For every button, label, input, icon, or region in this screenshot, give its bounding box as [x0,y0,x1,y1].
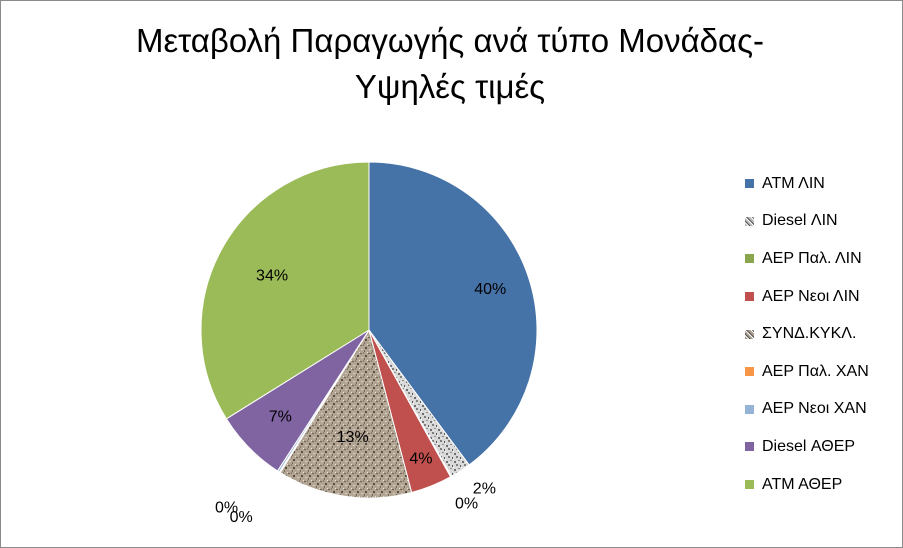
pie-slice-ατμ-λιν [368,161,538,466]
chart-title-line-1: Μεταβολή Παραγωγής ανά τύπο Μονάδας- [135,22,764,59]
legend-item-αερ-παλ-λιν: ΑΕΡ Παλ. ΛΙΝ [745,240,895,278]
legend-swatch [745,179,754,189]
legend-label: ΑΕΡ Παλ. ΛΙΝ [762,249,862,267]
legend-swatch [745,254,754,264]
legend-label: ΑΕΡ Νεοι ΛΙΝ [762,287,860,305]
pie-slice-ατμ-αθερ [200,161,370,420]
legend-swatch [745,442,754,452]
data-label-diesel-λιν: 2% [473,480,496,497]
chart-legend: ΑΤΜ ΛΙΝ Diesel ΛΙΝ ΑΕΡ Παλ. ΛΙΝ ΑΕΡ Νεοι ΛΙ… [745,165,895,503]
legend-swatch [745,292,754,302]
legend-swatch [745,480,754,490]
legend-item-diesel-αθερ: Diesel ΑΘΕΡ [745,428,895,466]
legend-item-αερ-νεοι-λιν: ΑΕΡ Νεοι ΛΙΝ [745,278,895,316]
legend-label: ΑΤΜ ΛΙΝ [762,174,825,192]
data-label-ατμ-αθερ: 34% [256,267,288,284]
legend-item-συνδ-κυκλ: ΣΥΝΔ.ΚΥΚΛ. [745,315,895,353]
chart-title: Μεταβολή Παραγωγής ανά τύπο Μονάδας- Υψη… [40,18,860,110]
data-label-αερ-νεοι-λιν: 4% [409,451,432,468]
legend-item-αερ-νεοι-χαν: ΑΕΡ Νεοι ΧΑΝ [745,391,895,429]
legend-swatch [745,367,754,377]
chart-title-line-2: Υψηλές τιμές [354,68,546,105]
data-label-αερ-παλ-λιν: 0% [455,496,478,513]
legend-swatch [745,404,754,414]
legend-label: ΣΥΝΔ.ΚΥΚΛ. [762,325,857,343]
data-label-ατμ-λιν: 40% [474,281,506,298]
legend-item-ατμ-λιν: ΑΤΜ ΛΙΝ [745,165,895,203]
data-label-diesel-αθερ: 7% [269,408,292,425]
legend-label: Diesel ΛΙΝ [762,212,838,230]
legend-item-diesel-λιν: Diesel ΛΙΝ [745,203,895,241]
legend-item-αερ-παλ-χαν: ΑΕΡ Παλ. ΧΑΝ [745,353,895,391]
data-label-αερ-νεοι-χαν: 0% [215,499,238,516]
legend-label: Diesel ΑΘΕΡ [762,437,856,455]
legend-swatch [745,216,754,226]
legend-item-ατμ-αθερ: ΑΤΜ ΑΘΕΡ [745,466,895,504]
legend-label: ΑΤΜ ΑΘΕΡ [762,475,843,493]
data-label-αερ-παλ-χαν: 0% [230,509,253,526]
data-label-συνδ-κυκλ: 13% [337,429,369,446]
legend-label: ΑΕΡ Νεοι ΧΑΝ [762,400,867,418]
pie-slice-συνδ-κυκλ [279,328,413,499]
legend-swatch [745,329,754,339]
legend-label: ΑΕΡ Παλ. ΧΑΝ [762,362,869,380]
